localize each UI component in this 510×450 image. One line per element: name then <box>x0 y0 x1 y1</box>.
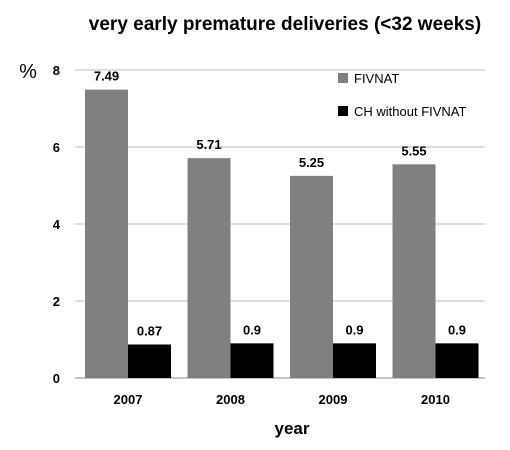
data-label: 5.71 <box>196 137 221 152</box>
data-label: 0.87 <box>137 324 162 339</box>
legend-swatch <box>338 106 348 116</box>
data-label: 0.9 <box>243 322 261 337</box>
y-tick-label: 4 <box>53 217 61 232</box>
legend-label: FIVNAT <box>354 71 399 86</box>
bar-fivnat <box>85 89 128 378</box>
x-tick-label: 2010 <box>421 392 450 407</box>
legend-label: CH without FIVNAT <box>354 104 467 119</box>
bar-fivnat <box>392 164 436 378</box>
y-tick-label: 2 <box>53 294 60 309</box>
bar-ch-without-fivnat <box>435 343 479 378</box>
data-label: 0.9 <box>345 322 363 337</box>
tick-labels: 0 2 4 6 8 2007 2008 2009 2010 <box>53 63 450 407</box>
bar-ch-without-fivnat <box>230 343 274 378</box>
bar-fivnat <box>290 175 333 378</box>
y-tick-label: 8 <box>53 63 60 78</box>
x-axis-label: year <box>275 419 310 438</box>
x-tick-label: 2009 <box>319 392 348 407</box>
bar-ch-without-fivnat <box>128 344 171 378</box>
y-axis-label: % <box>19 61 37 83</box>
data-label: 5.55 <box>401 143 426 158</box>
x-tick-label: 2008 <box>216 392 245 407</box>
legend: FIVNAT CH without FIVNAT <box>338 71 467 119</box>
y-tick-label: 0 <box>53 371 60 386</box>
data-label: 7.49 <box>94 69 119 84</box>
bar-fivnat <box>187 158 231 378</box>
chart-title: very early premature deliveries (<32 wee… <box>89 14 481 35</box>
legend-swatch <box>338 73 348 83</box>
data-labels: 7.49 0.87 5.71 0.9 5.25 0.9 5.55 0.9 <box>94 69 466 339</box>
y-tick-label: 6 <box>53 140 60 155</box>
bars <box>85 89 479 378</box>
x-tick-label: 2007 <box>114 392 143 407</box>
data-label: 0.9 <box>448 322 466 337</box>
data-label: 5.25 <box>299 155 324 170</box>
bar-ch-without-fivnat <box>333 343 376 378</box>
